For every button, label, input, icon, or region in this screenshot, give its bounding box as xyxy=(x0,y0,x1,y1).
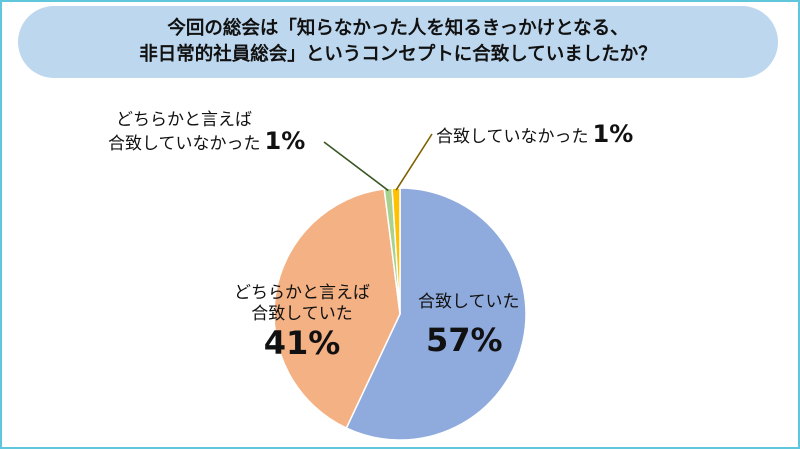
pie-slice-somewhat-agree xyxy=(273,188,401,430)
title-line-1: 今回の総会は「知らなかった人を知るきっかけとなる、 xyxy=(167,18,629,39)
label-slice-somewhat-agree: どちらかと言えば 合致していた 41% xyxy=(222,283,382,361)
leader-line-somewhat-disagree xyxy=(323,141,389,192)
label-slice-agree-percent: 57% xyxy=(426,321,503,359)
leader-line-disagree xyxy=(395,133,433,191)
label-slice-somewhat-disagree: どちらかと言えば 合致していなかった 1% xyxy=(108,110,305,155)
label-slice-somewhat-disagree-text-1: どちらかと言えば xyxy=(116,110,252,130)
label-slice-somewhat-agree-percent: 41% xyxy=(263,324,341,362)
title-line-2: 非日常的社員総会」というコンセプトに合致していましたか？ xyxy=(139,44,657,65)
label-slice-disagree-text: 合致していなかった xyxy=(436,127,589,147)
label-slice-somewhat-disagree-text-2: 合致していなかった xyxy=(108,134,261,154)
pie-slice-disagree xyxy=(391,187,401,315)
label-slice-somewhat-agree-text-1: どちらかと言えば xyxy=(234,283,370,303)
label-slice-disagree: 合致していなかった 1% xyxy=(436,120,634,148)
label-slice-somewhat-disagree-percent: 1% xyxy=(264,127,306,155)
label-slice-somewhat-agree-text-2: 合致していた xyxy=(251,304,353,324)
label-slice-disagree-percent: 1% xyxy=(592,120,634,148)
label-slice-agree-text: 合致していた xyxy=(418,292,520,312)
label-slice-agree: 合致していた 57% xyxy=(418,292,520,358)
chart-title: 今回の総会は「知らなかった人を知るきっかけとなる、 非日常的社員総会」というコン… xyxy=(18,6,778,78)
pie-slice-agree xyxy=(345,187,527,441)
